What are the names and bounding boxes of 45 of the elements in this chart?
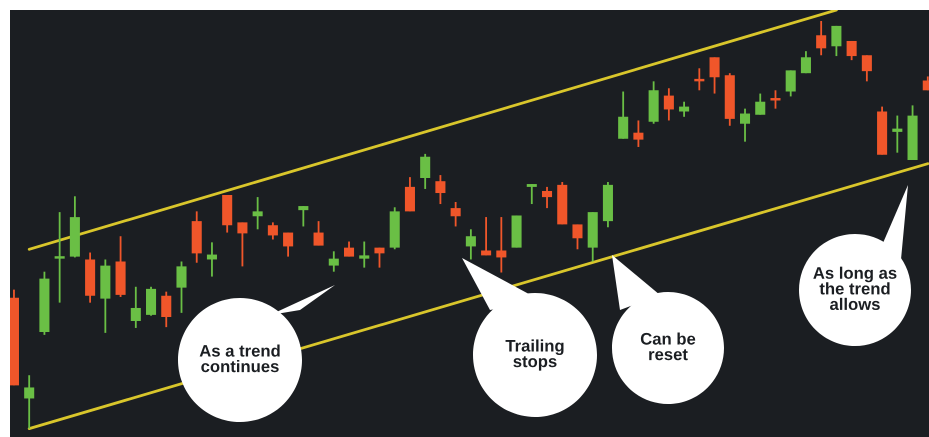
candlestick	[770, 89, 781, 110]
candlestick	[298, 205, 308, 228]
candlestick	[572, 224, 583, 250]
candlestick	[786, 69, 796, 98]
candlestick	[359, 240, 370, 269]
annotation: Can be reset	[640, 332, 696, 360]
candlestick	[542, 186, 552, 210]
candlestick	[496, 216, 506, 274]
candlestick	[54, 211, 65, 304]
candlestick	[862, 54, 872, 82]
candlestick	[679, 100, 690, 118]
annotation: As long as the trend allows	[813, 266, 896, 310]
candlestick	[846, 40, 857, 62]
candlestick	[237, 221, 248, 268]
candlestick	[892, 114, 902, 154]
candlestick	[526, 183, 537, 205]
candlestick	[450, 201, 461, 228]
candlestick	[664, 87, 674, 122]
candlestick	[161, 290, 172, 328]
candlestick	[755, 92, 766, 116]
candlestick	[435, 174, 446, 205]
candlestick	[24, 374, 34, 430]
candlestick	[694, 67, 704, 92]
annotation: As a trend continues	[200, 344, 280, 372]
candlestick	[420, 152, 430, 190]
candlestick	[176, 260, 187, 314]
candlestick	[831, 24, 842, 57]
candlestick	[816, 20, 826, 56]
candlestick	[283, 232, 294, 258]
candlestick	[252, 196, 263, 230]
candlestick	[344, 240, 354, 258]
candlestick	[206, 241, 217, 278]
candlestick	[618, 90, 628, 140]
annotation: Trailing stops	[506, 339, 564, 371]
candlestick	[314, 220, 324, 247]
candlestick	[268, 221, 278, 240]
candlestick	[800, 50, 811, 74]
candlestick	[130, 286, 141, 329]
candlestick	[466, 228, 476, 260]
candlestick	[633, 120, 644, 148]
candlestick	[740, 108, 750, 143]
candlestick	[481, 216, 492, 256]
candlestick	[710, 56, 720, 94]
candlestick	[374, 246, 385, 269]
candlestick	[328, 250, 339, 273]
